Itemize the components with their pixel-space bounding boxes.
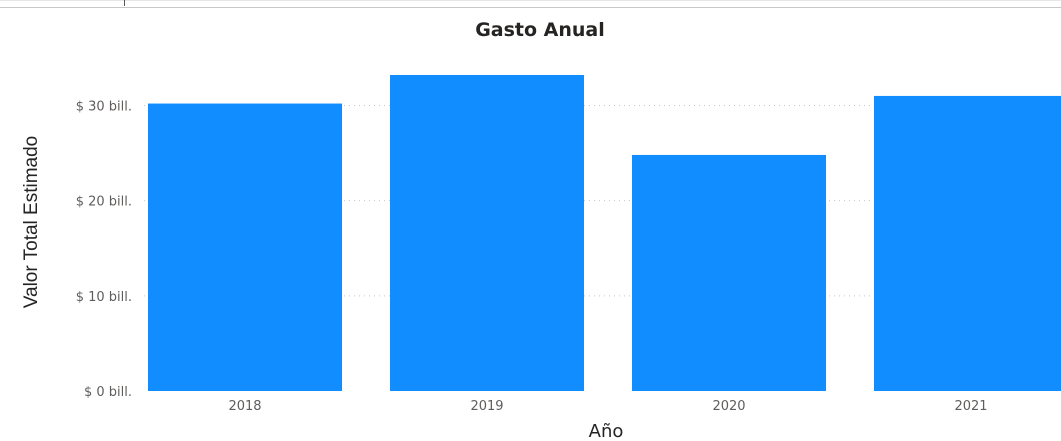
bar-2018[interactable] [148, 103, 342, 392]
y-tick-label: $ 0 bill. [84, 385, 132, 400]
y-tick-label: $ 30 bill. [76, 99, 132, 114]
y-tick-label: $ 10 bill. [76, 290, 132, 305]
bar-2019[interactable] [390, 75, 584, 391]
y-axis-ticks: $ 0 bill. $ 10 bill. $ 20 bill. $ 30 bill. [76, 99, 132, 400]
chart-title: Gasto Anual [475, 19, 605, 41]
x-tick-label-2019: 2019 [470, 399, 503, 414]
x-tick-label-2021: 2021 [954, 399, 987, 414]
y-tick-label: $ 20 bill. [76, 195, 132, 210]
x-axis-title: Año [589, 421, 624, 441]
bars [148, 75, 1061, 392]
top-divider-secondary [0, 7, 1061, 8]
x-tick-label-2018: 2018 [228, 399, 261, 414]
x-tick-label-2020: 2020 [712, 399, 745, 414]
top-divider [0, 0, 1061, 1]
bar-2021[interactable] [874, 95, 1061, 391]
y-axis-title: Valor Total Estimado [21, 136, 42, 309]
top-divider-tick [124, 0, 125, 6]
x-axis-ticks: 2018 2019 2020 2021 [228, 399, 987, 414]
bar-2020[interactable] [632, 154, 826, 391]
